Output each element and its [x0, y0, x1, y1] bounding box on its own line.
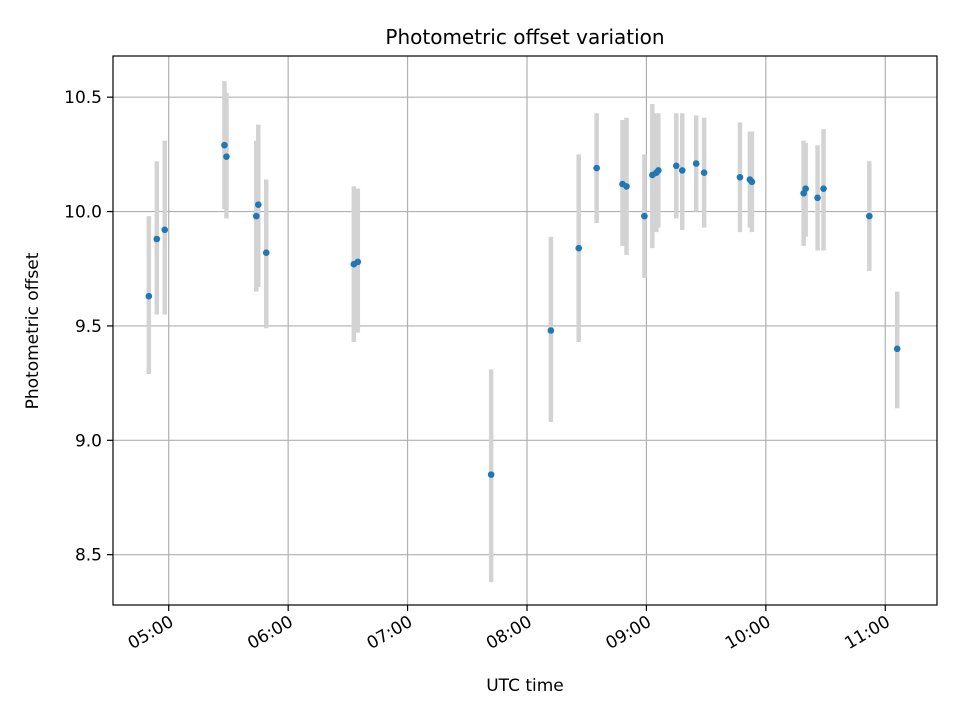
x-axis-label: UTC time: [486, 676, 564, 696]
data-point: [655, 167, 662, 174]
data-point: [253, 212, 260, 220]
data-point: [700, 169, 708, 176]
data-point: [153, 235, 161, 243]
y-tick-label: 8.5: [75, 546, 102, 566]
data-point: [866, 212, 873, 220]
y-axis-ticks: 8.5 9.0 9.5 10.0 10.5: [64, 88, 113, 566]
data-point: [641, 212, 648, 220]
data-point: [487, 471, 495, 478]
y-tick-label: 9.5: [75, 317, 102, 337]
data-point: [161, 226, 169, 234]
data-point: [547, 327, 555, 334]
data-point: [221, 141, 228, 149]
data-point: [354, 258, 362, 266]
data-point: [678, 167, 686, 174]
data-point: [575, 244, 583, 252]
data-points: [145, 141, 901, 478]
data-point: [262, 249, 270, 257]
y-axis-label: Photometric offset: [23, 252, 43, 409]
plot-frame: [112, 55, 938, 606]
y-tick-label: 10.0: [64, 203, 102, 223]
data-point: [736, 173, 744, 181]
data-point: [692, 160, 700, 167]
data-point: [223, 153, 230, 160]
data-point: [814, 194, 821, 202]
data-point: [145, 292, 153, 300]
data-point: [623, 183, 630, 190]
data-point: [748, 178, 756, 186]
data-point: [893, 345, 901, 353]
y-tick-label: 10.5: [64, 88, 102, 108]
chart-title: Photometric offset variation: [385, 25, 664, 49]
y-tick-label: 9.0: [75, 431, 102, 451]
data-point: [802, 185, 809, 192]
data-point: [593, 164, 600, 172]
data-point: [254, 201, 262, 208]
data-point: [672, 162, 680, 170]
data-point: [820, 185, 827, 192]
grid-lines: [113, 56, 937, 605]
